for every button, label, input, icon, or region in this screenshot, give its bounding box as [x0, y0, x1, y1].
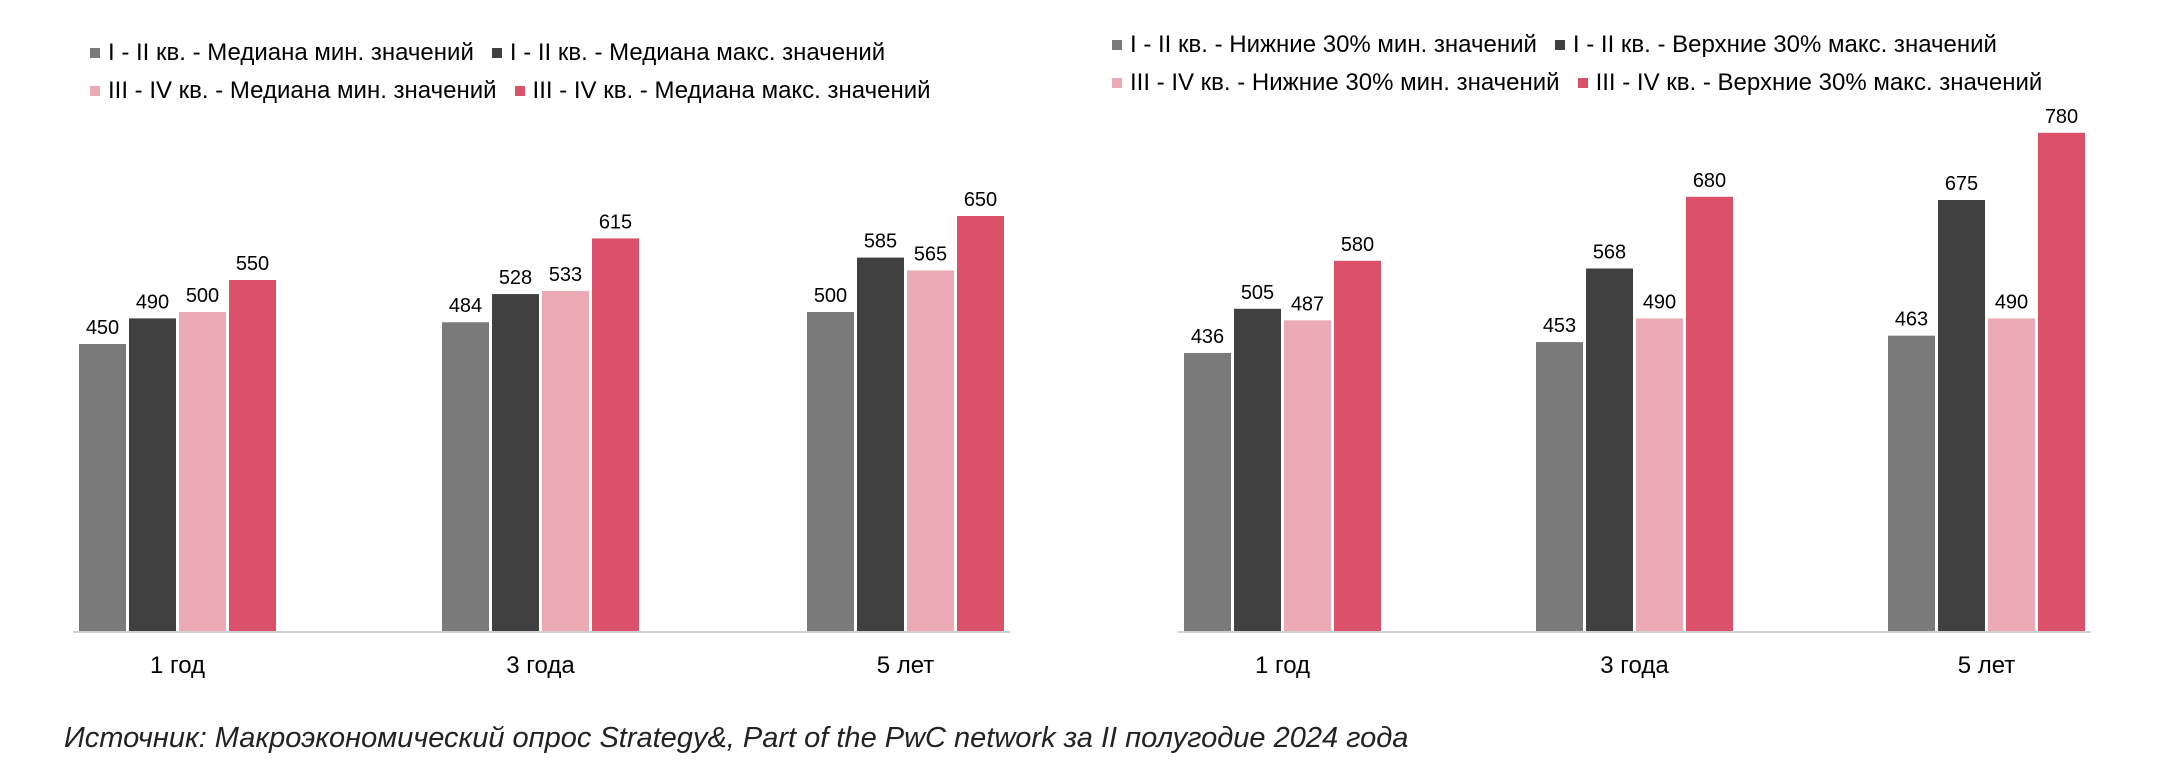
legend-label: I - II кв. - Верхние 30% макс. значений	[1572, 31, 1997, 58]
chart-left: 450 490 500 550 1 год 484 528 533 615 3 года 500 58…	[73, 189, 1010, 679]
legend-swatch	[1112, 78, 1122, 88]
data-label: 500	[814, 285, 847, 307]
legend-swatch	[514, 86, 525, 96]
bar	[957, 216, 1004, 632]
legend-swatch	[491, 48, 502, 58]
data-label: 580	[1341, 234, 1374, 256]
bar	[442, 322, 489, 632]
data-label: 436	[1191, 326, 1224, 348]
legend-item: I - II кв. - Медиана мин. значений	[90, 34, 474, 72]
data-label: 484	[449, 295, 482, 317]
data-label: 500	[186, 285, 219, 307]
bar	[1636, 318, 1683, 632]
bar	[492, 294, 539, 632]
chart-right: 436 505 487 580 1 год 453 568 490 680 3 года 463 67…	[1178, 106, 2091, 679]
bar	[907, 270, 954, 632]
data-label: 463	[1895, 309, 1928, 331]
data-label: 505	[1241, 282, 1274, 304]
bar	[542, 290, 589, 632]
source-note: Источник: Макроэкономический опрос Strat…	[64, 722, 1409, 754]
data-label: 453	[1543, 315, 1576, 337]
data-label: 533	[549, 264, 582, 286]
bar	[2038, 132, 2085, 633]
legend-right: I - II кв. - Нижние 30% мин. значений I -…	[1112, 26, 2060, 102]
legend-item: III - IV кв. - Верхние 30% макс. значени…	[1577, 64, 2043, 102]
legend-left: I - II кв. - Медиана мин. значений I - II…	[90, 34, 949, 110]
category-label: 3 года	[506, 652, 575, 679]
bar	[1184, 352, 1231, 632]
legend-label: III - IV кв. - Верхние 30% макс. значени…	[1595, 69, 2043, 96]
legend-label: I - II кв. - Медиана мин. значений	[108, 39, 474, 66]
bar	[1284, 320, 1331, 632]
bar	[1686, 196, 1733, 633]
data-label: 490	[1995, 291, 2028, 313]
legend-item: III - IV кв. - Медиана макс. значений	[514, 72, 931, 110]
data-label: 650	[964, 189, 997, 211]
bar	[1234, 308, 1281, 632]
legend-swatch	[1112, 40, 1122, 50]
data-label: 585	[864, 231, 897, 253]
bar	[807, 312, 854, 632]
legend-swatch	[90, 48, 100, 58]
bar	[179, 312, 226, 632]
data-label: 565	[914, 243, 947, 265]
legend-row: III - IV кв. - Нижние 30% мин. значений I…	[1112, 64, 2060, 102]
legend-label: I - II кв. - Нижние 30% мин. значений	[1130, 31, 1537, 58]
category-label: 1 год	[150, 652, 205, 679]
bar	[857, 257, 904, 632]
legend-label: III - IV кв. - Медиана мин. значений	[108, 77, 497, 104]
data-label: 675	[1945, 173, 1978, 195]
bar	[229, 280, 276, 632]
data-label: 490	[136, 291, 169, 313]
category-label: 5 лет	[1958, 652, 2016, 679]
bar	[1988, 318, 2035, 632]
bar	[1888, 335, 1935, 632]
bar	[1536, 342, 1583, 632]
data-label: 450	[86, 317, 119, 339]
data-label: 487	[1291, 293, 1324, 315]
category-label: 5 лет	[877, 652, 935, 679]
legend-item: III - IV кв. - Медиана мин. значений	[90, 72, 497, 110]
legend-item: I - II кв. - Медиана макс. значений	[491, 34, 886, 72]
category-label: 3 года	[1600, 652, 1669, 679]
bar	[129, 318, 176, 632]
bar	[79, 344, 126, 632]
data-label: 568	[1593, 241, 1626, 263]
data-label: 490	[1643, 291, 1676, 313]
legend-item: I - II кв. - Верхние 30% макс. значений	[1554, 26, 1997, 64]
data-label: 780	[2045, 106, 2078, 128]
legend-row: I - II кв. - Нижние 30% мин. значений I -…	[1112, 26, 2060, 64]
legend-label: III - IV кв. - Нижние 30% мин. значений	[1130, 69, 1560, 96]
legend-label: I - II кв. - Медиана макс. значений	[509, 39, 886, 66]
legend-swatch	[1554, 40, 1565, 50]
legend-item: III - IV кв. - Нижние 30% мин. значений	[1112, 64, 1560, 102]
legend-row: III - IV кв. - Медиана мин. значений III …	[90, 72, 949, 110]
legend-swatch	[90, 86, 100, 96]
legend-row: I - II кв. - Медиана мин. значений I - II…	[90, 34, 949, 72]
bar	[1334, 260, 1381, 632]
bar	[592, 238, 639, 632]
bar	[1586, 268, 1633, 632]
data-label: 680	[1693, 170, 1726, 192]
legend-label: III - IV кв. - Медиана макс. значений	[532, 77, 931, 104]
legend-item: I - II кв. - Нижние 30% мин. значений	[1112, 26, 1537, 64]
data-label: 550	[236, 253, 269, 275]
bar	[1938, 200, 1985, 632]
category-label: 1 год	[1255, 652, 1310, 679]
data-label: 528	[499, 267, 532, 289]
data-label: 615	[599, 211, 632, 233]
legend-swatch	[1577, 78, 1588, 88]
